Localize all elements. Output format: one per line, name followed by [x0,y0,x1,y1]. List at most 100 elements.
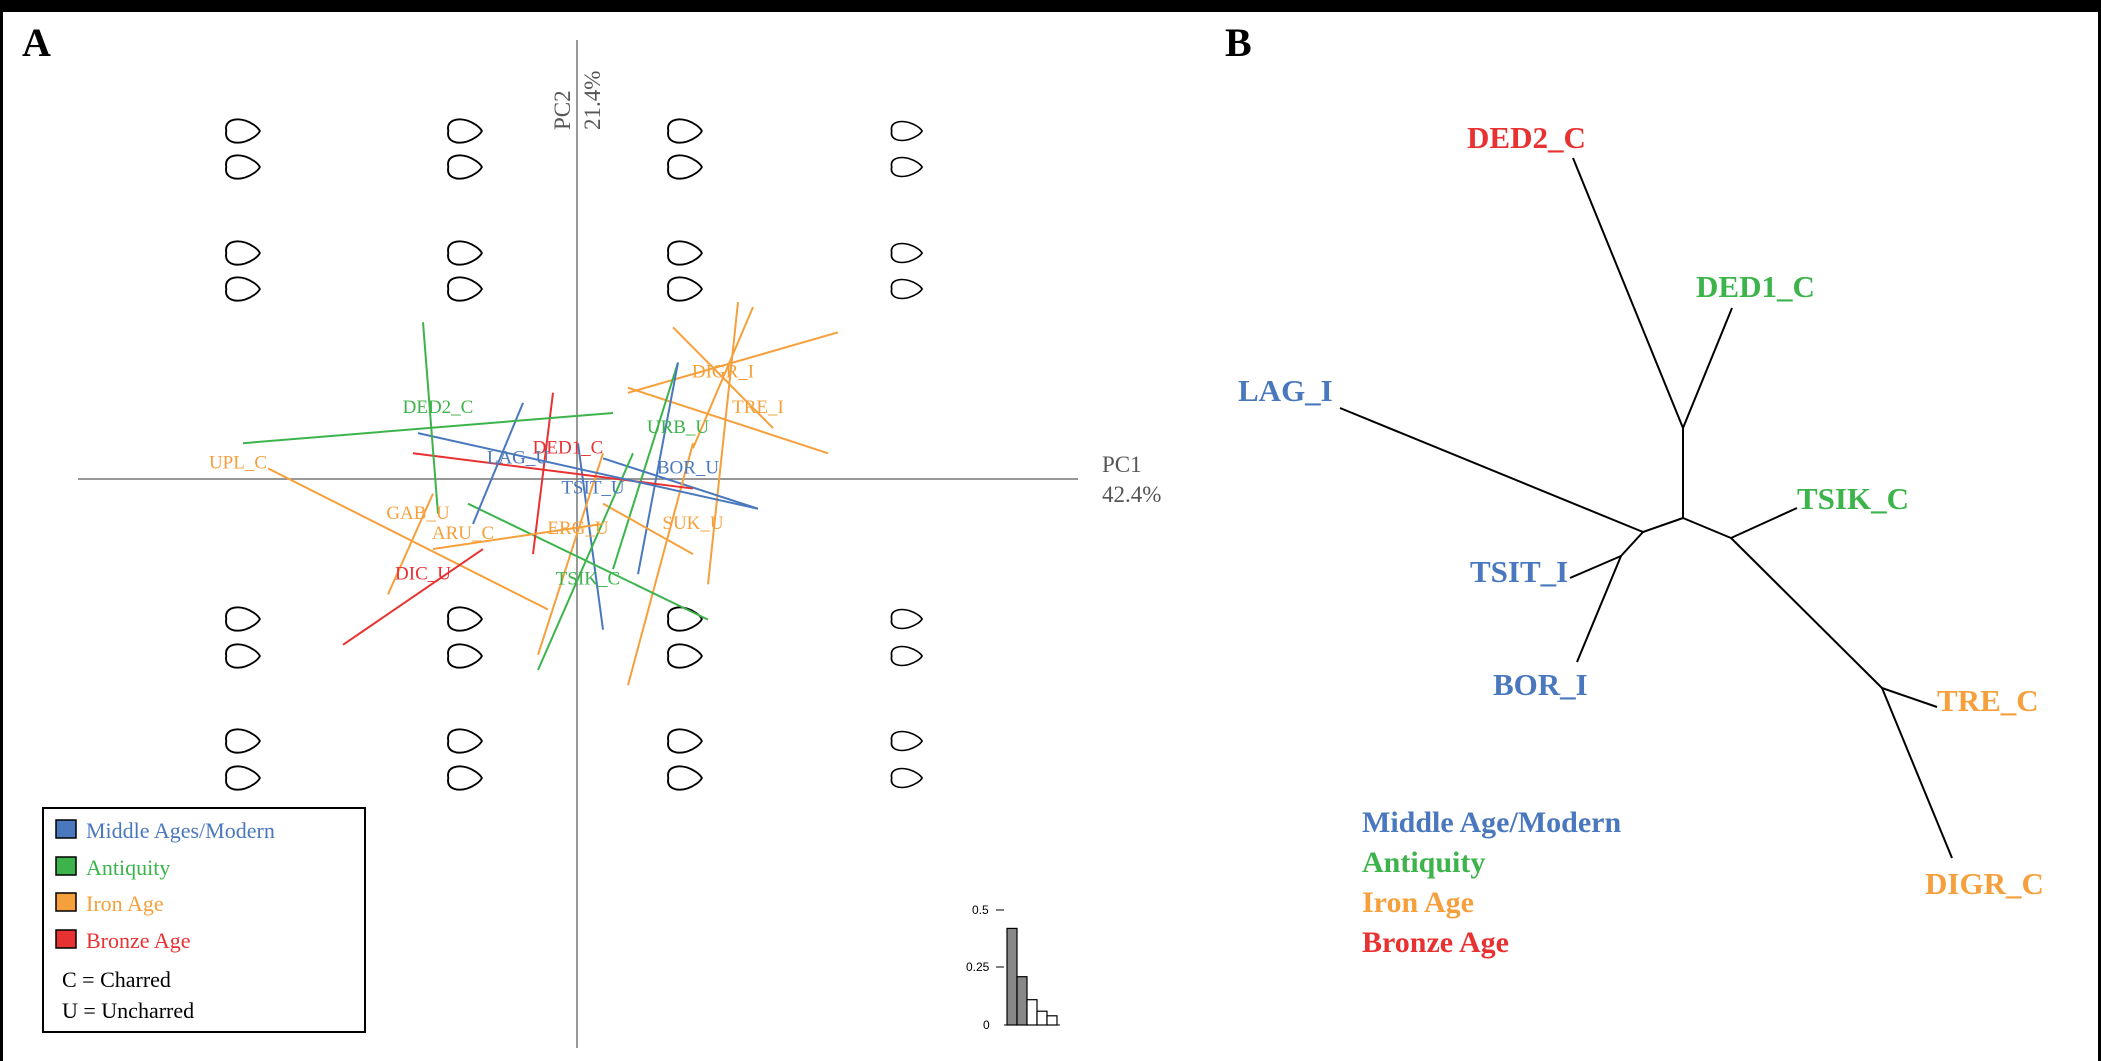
tree-branch-tsik [1730,507,1798,539]
seed-outline-icon [890,767,924,789]
pca-point-label-gab-u: GAB_U [386,503,450,524]
legend-a-swatch-iron [55,892,77,912]
seed-outline-icon [447,240,483,266]
eigenvalue-chart: 0.5 0.25 0 [966,903,1060,1032]
tree-leaf-bor: BOR_I [1493,667,1588,702]
tree-branch-tre [1881,687,1938,708]
pca-segment-lag-u-0 [417,432,759,510]
tree-branch-ded1 [1682,307,1733,429]
seed-outline-icon [447,118,483,144]
legend-a-swatch-bronze [55,929,77,949]
pca-segment-ded1-c-0 [412,452,694,490]
legend-a: Middle Ages/Modern Antiquity Iron Age Br… [42,807,366,1033]
panel-b-letter: B [1225,20,1252,65]
tree-leaf-tre: TRE_C [1937,683,2039,718]
seed-outline-icon [667,240,703,266]
seed-outline-icon [890,278,924,300]
tree-branch-right-node [1682,517,1732,539]
legend-b-label-antiquity: Antiquity [1362,846,1485,879]
tree-branch-lag [1339,407,1644,533]
seed-outline-icon [667,606,703,632]
pca-segment-suk-u-1 [602,502,694,555]
pca-point-label-tsit-u: TSIT_U [561,478,625,499]
tree-leaf-tsik: TSIK_C [1797,481,1909,516]
seed-outline-icon [667,765,703,791]
legend-b-label-iron: Iron Age [1362,886,1474,919]
seed-outline-icon [667,154,703,180]
eigen-bar-1 [1006,927,1018,1026]
pca-segment-upl-c-0 [267,467,549,611]
seed-outline-icon [225,643,261,669]
legend-a-label-antiquity: Antiquity [86,855,170,880]
pca-segment-suk-u-0 [627,442,694,686]
tree-leaf-digr: DIGR_C [1925,866,2044,901]
pc2-percent: 21.4% [580,71,605,130]
eigen-tick-label-0: 0 [983,1018,990,1032]
seed-outline-icon [447,765,483,791]
legend-a-swatch-antiquity [55,856,77,876]
seed-outline-icon [225,606,261,632]
tree-leaf-lag: LAG_I [1238,373,1333,408]
pca-point-label-tre-i: TRE_I [732,397,784,418]
pca-segment-gab-u-0 [387,493,434,595]
tree-branch-digr [1881,687,1953,859]
seed-outline-icon [890,608,924,630]
seed-outline-icon [890,156,924,178]
legend-a-note-uncharred: U = Uncharred [62,998,194,1023]
legend-b-label-bronze: Bronze Age [1362,926,1509,959]
pca-point-label-ded2-c: DED2_C [403,397,474,418]
seed-outline-icon [667,728,703,754]
legend-a-label-middle: Middle Ages/Modern [86,818,275,843]
seed-outline-icon [225,118,261,144]
eigen-bar-4 [1036,1010,1048,1026]
seed-outline-icon [225,765,261,791]
legend-a-note-charred: C = Charred [62,967,171,992]
pca-segment-digr-i-1 [692,306,754,449]
panel-a-letter: A [22,20,51,65]
seed-outline-icon [447,643,483,669]
seed-outline-icon [667,643,703,669]
tree-branch-tsit-bor-node [1620,531,1644,557]
pca-marks: DIGR_I TRE_I URB_U BOR_U SUK_U TSIT_U ERG_U TSI… [209,301,839,686]
tree-leaf-tsit: TSIT_I [1470,554,1568,589]
pca-segment-urb-u-0 [612,362,679,570]
legend-a-label-iron: Iron Age [86,891,164,916]
legend-b: Middle Age/Modern Antiquity Iron Age Bro… [1362,806,1621,959]
seed-outline-icon [890,120,924,142]
eigen-bar-2 [1016,976,1028,1026]
pca-point-label-bor-u: BOR_U [657,457,720,478]
pca-point-label-lag-u: LAG_U [487,447,550,468]
tree-branch-left-node [1642,517,1684,533]
seed-outline-icon [447,276,483,302]
pca-point-label-upl-c: UPL_C [209,452,267,473]
seed-outline-icon [225,240,261,266]
pca-point-label-aru-c: ARU_C [432,523,494,544]
eigen-tick-label-025: 0.25 [966,960,990,974]
seed-outline-icon [225,728,261,754]
tree-branch-tsit [1569,555,1622,579]
pc1-percent: 42.4% [1102,482,1161,507]
seed-outline-icon [225,154,261,180]
pca-segment-dic-u-0 [342,548,484,646]
pca-segment-lag-u-1 [472,402,524,525]
seed-outline-icon [890,242,924,264]
legend-b-label-middle: Middle Age/Modern [1362,806,1621,839]
pc1-label: PC1 [1102,452,1142,477]
pca-segment-tsik-c-0 [467,502,709,621]
pca-segment-bor-u-0 [637,362,679,575]
seed-outline-icon [667,276,703,302]
pca-segment-bor-u-1 [602,457,759,510]
seed-outline-icon [447,728,483,754]
tree-branch-iron-stem [1730,537,1883,689]
pca-point-label-erg-u: ERG_U [547,518,609,539]
seed-outline-icon [447,154,483,180]
pca-segment-aru-c-0 [432,522,604,551]
legend-a-label-bronze: Bronze Age [86,928,190,953]
tree-leaf-ded1: DED1_C [1696,269,1815,304]
pca-point-label-urb-u: URB_U [647,417,710,438]
pca-segment-ded1-c-1 [532,392,554,555]
pca-segment-ded2-c-0 [242,411,614,445]
pca-point-label-dic-u: DIC_U [395,563,451,584]
seed-outline-icon [225,276,261,302]
